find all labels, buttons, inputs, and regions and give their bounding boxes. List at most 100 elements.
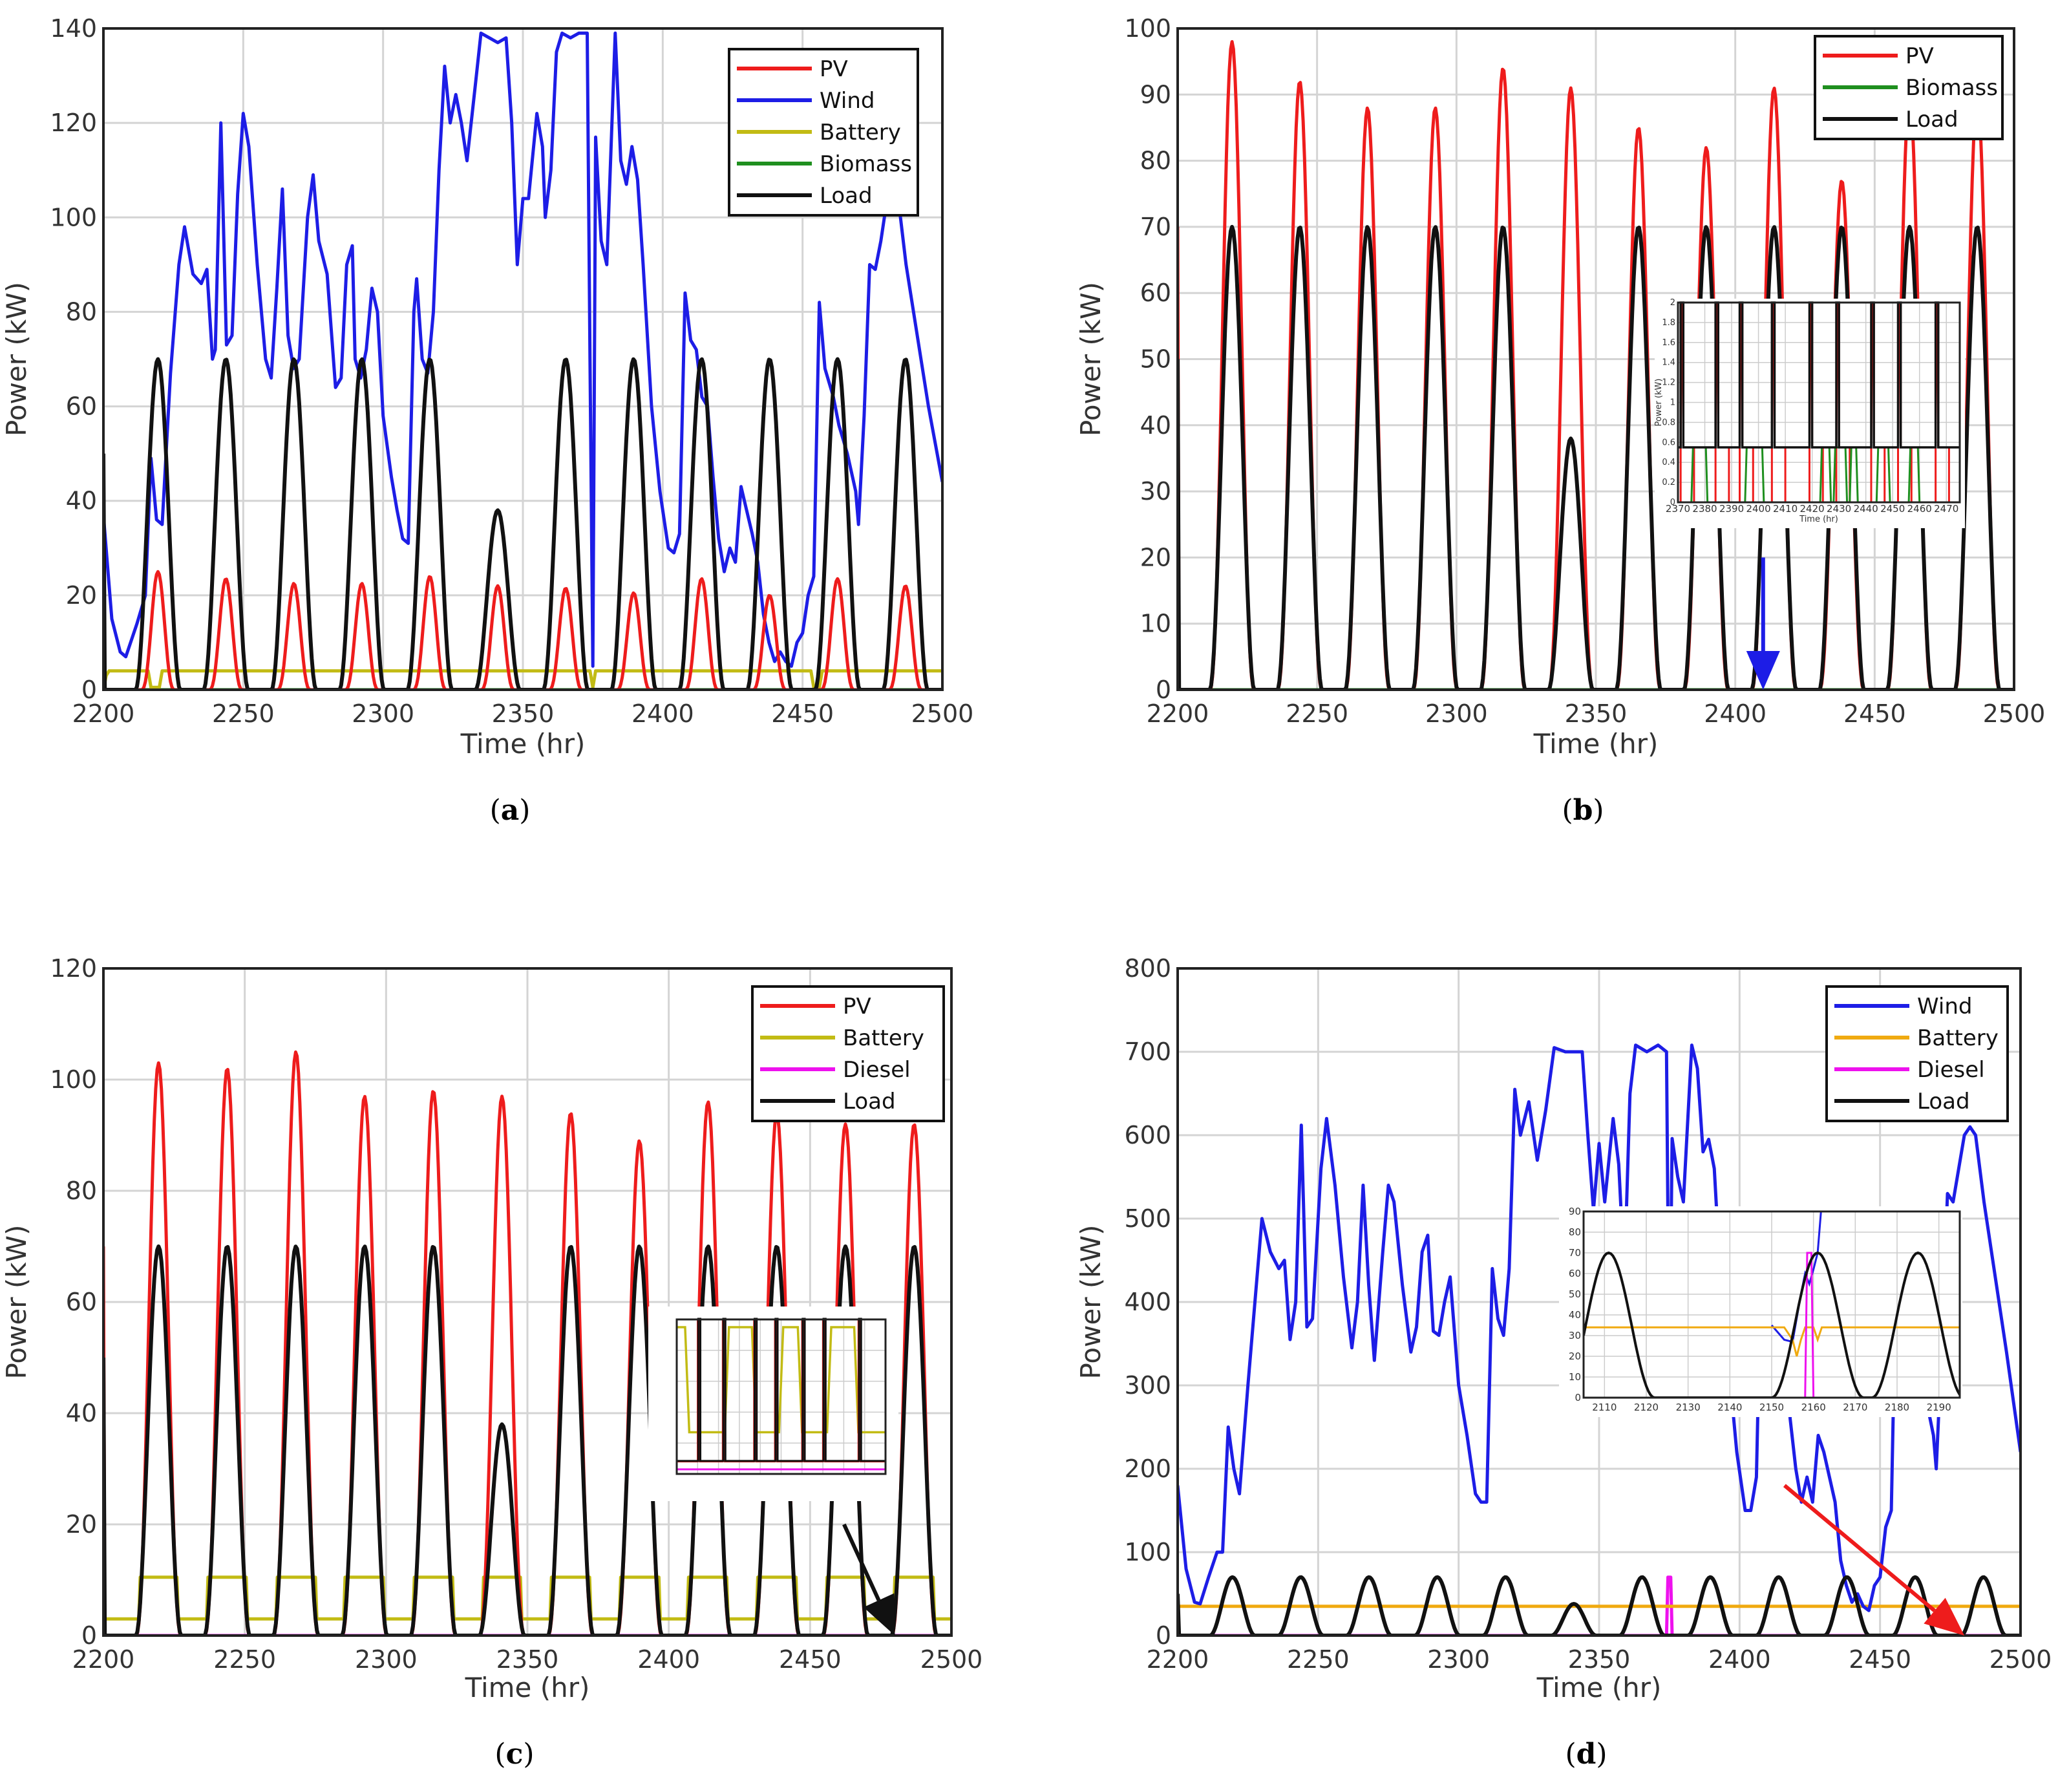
inset-x-tick-label: 2390 — [1719, 503, 1744, 515]
inset-x-tick-label: 2380 — [1692, 503, 1717, 515]
y-tick-label: 20 — [66, 581, 97, 610]
inset-x-tick-label: 2440 — [1854, 503, 1878, 515]
inset-x-axis-label: Time (hr) — [1799, 515, 1838, 524]
legend-box — [1825, 985, 2009, 1122]
inset-battery-line — [1584, 1326, 1960, 1357]
x-tick-label: 2200 — [1147, 699, 1209, 728]
axes-frame — [102, 27, 944, 691]
inset-series — [1584, 1211, 1960, 1398]
x-axis-label: Time (hr) — [1536, 1672, 1662, 1703]
y-tick-label: 20 — [1140, 543, 1171, 571]
x-tick-label: 2250 — [213, 1645, 276, 1674]
inset-x-tick-label: 2140 — [1717, 1402, 1742, 1413]
inset-load-line — [1584, 1251, 1960, 1398]
y-axis-label: Power (kW) — [1075, 1225, 1107, 1380]
y-tick-label: 40 — [1140, 411, 1171, 440]
inset-y-tick-label: 0 — [1670, 498, 1675, 507]
annotation-arrow-head — [1746, 651, 1780, 690]
inset-x-tick-label: 2110 — [1592, 1402, 1617, 1413]
y-tick-label: 30 — [1140, 477, 1171, 506]
x-axis-label: Time (hr) — [1533, 728, 1659, 760]
legend-label-wind: Wind — [820, 88, 875, 114]
inset-x-tick-label: 2130 — [1676, 1402, 1701, 1413]
inset-y-tick-label: 1 — [1670, 398, 1675, 408]
inset-x-tick-label: 2170 — [1843, 1402, 1867, 1413]
y-tick-label: 0 — [1156, 1621, 1171, 1650]
y-tick-label: 0 — [81, 1621, 97, 1650]
x-tick-label: 2450 — [779, 1645, 842, 1674]
inset-y-tick-label: 0.4 — [1662, 458, 1675, 467]
series-group — [103, 31, 942, 690]
x-tick-label: 2500 — [1989, 1645, 2052, 1674]
axes-frame — [1176, 27, 2015, 691]
legend-label-load: Load — [1905, 107, 1958, 133]
series-line-wind — [1178, 1043, 2021, 1612]
x-tick-label: 2300 — [352, 699, 414, 728]
y-axis-label: Power (kW) — [1075, 282, 1107, 436]
inset-x-tick-label: 2450 — [1880, 503, 1905, 515]
y-tick-label: 100 — [1124, 14, 1171, 43]
inset-y-tick-label: 1.8 — [1662, 318, 1675, 328]
x-tick-label: 2200 — [1147, 1645, 1209, 1674]
y-tick-label: 120 — [50, 954, 97, 983]
inset-battery-line — [677, 1326, 886, 1434]
panel-d: 2200 2250 2300 2350 2400 2450 2500010020030040… — [1075, 954, 2052, 1771]
inset-y-tick-label: 80 — [1569, 1226, 1581, 1238]
y-tick-label: 10 — [1140, 610, 1171, 638]
inset-y-tick-label: 70 — [1569, 1247, 1581, 1259]
legend-label-battery: Battery — [843, 1025, 924, 1051]
inset-y-tick-label: 60 — [1569, 1268, 1581, 1279]
y-tick-label: 50 — [1140, 345, 1171, 374]
x-tick-label: 2200 — [72, 1645, 135, 1674]
legend-label-diesel: Diesel — [843, 1057, 911, 1083]
x-tick-label: 2400 — [637, 1645, 700, 1674]
inset-frame — [675, 1318, 887, 1475]
inset-y-tick-label: 0 — [1575, 1392, 1581, 1403]
legend-label-pv: PV — [1905, 43, 1934, 69]
inset-y-tick-label: 30 — [1569, 1330, 1581, 1341]
inset-x-tick-label: 2370 — [1666, 503, 1690, 515]
series-group — [103, 1050, 951, 1636]
x-tick-label: 2350 — [492, 699, 555, 728]
legend-label-load: Load — [843, 1089, 896, 1115]
legend: PV Wind Battery Biomass Load — [728, 48, 919, 217]
inset-y-tick-label: 20 — [1569, 1350, 1581, 1362]
y-tick-label: 40 — [66, 1399, 97, 1427]
x-tick-label: 2500 — [1983, 699, 2046, 728]
inset-y-axis-label: Power (kW) — [1654, 379, 1664, 427]
x-tick-label: 2450 — [1843, 699, 1906, 728]
x-tick-label: 2300 — [355, 1645, 418, 1674]
y-tick-label: 20 — [66, 1510, 97, 1539]
x-tick-label: 2450 — [771, 699, 834, 728]
inset-x-tick-label: 2400 — [1746, 503, 1770, 515]
y-tick-label: 700 — [1124, 1038, 1171, 1066]
panel-a: 2200 2250 2300 2350 2400 2450 2500 0 20 40 60 80 100… — [1, 14, 973, 827]
x-axis-label: Time (hr) — [460, 728, 586, 760]
legend: Wind Battery Diesel Load — [1825, 985, 2009, 1122]
inset-y-tick-label: 1.4 — [1662, 358, 1675, 368]
x-tick-label: 2350 — [1565, 699, 1628, 728]
y-tick-label: 60 — [66, 1288, 97, 1316]
legend-label-diesel: Diesel — [1917, 1057, 1985, 1083]
x-tick-label: 2300 — [1427, 1645, 1490, 1674]
panel-caption: (a) — [490, 794, 531, 827]
legend-label-biomass: Biomass — [1905, 75, 1998, 101]
legend-label-battery: Battery — [1917, 1025, 1999, 1051]
inset-x-tick-label: 2420 — [1800, 503, 1825, 515]
legend-label-load: Load — [820, 183, 873, 209]
y-tick-label: 500 — [1124, 1204, 1171, 1233]
inset-x-tick-label: 2150 — [1759, 1402, 1784, 1413]
y-tick-label: 40 — [66, 487, 97, 515]
inset-y-tick-label: 90 — [1569, 1206, 1581, 1217]
y-tick-label: 80 — [66, 297, 97, 326]
legend: PV Battery Diesel Load — [751, 985, 945, 1122]
annotation-arrow-head — [863, 1593, 895, 1636]
inset-y-tick-label: 0.8 — [1662, 418, 1675, 427]
axes-frame — [1176, 967, 2022, 1637]
y-tick-label: 0 — [81, 676, 97, 704]
y-tick-label: 90 — [1140, 80, 1171, 109]
inset-b: 2370 2380 2390 2400 2410 2420 2430 2440 2450 2460… — [1654, 298, 1965, 528]
inset-x-tick-label: 2460 — [1907, 503, 1932, 515]
y-tick-label: 100 — [50, 1065, 97, 1094]
